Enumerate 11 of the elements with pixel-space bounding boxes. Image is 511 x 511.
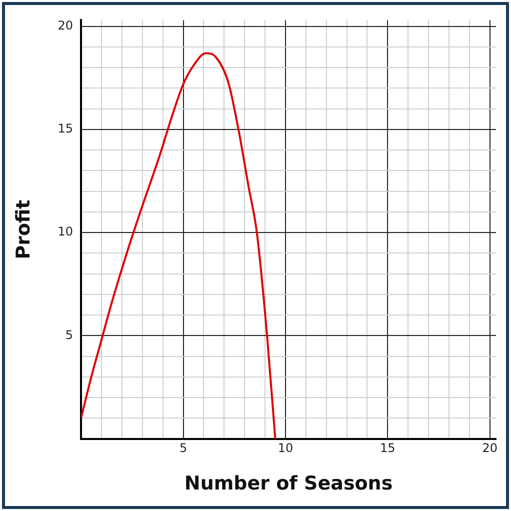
x-tick-label: 20 <box>482 441 498 456</box>
y-axis-title: Profit <box>12 200 34 260</box>
y-tick-label: 15 <box>58 122 74 136</box>
x-tick-label: 5 <box>179 441 188 456</box>
line-series <box>81 52 276 439</box>
x-axis-title: Number of Seasons <box>184 472 393 495</box>
x-tick-label: 15 <box>380 441 396 456</box>
y-tick-label: 20 <box>58 18 74 33</box>
x-tick-label: 10 <box>278 441 294 456</box>
y-tick-label: 5 <box>65 328 74 342</box>
y-tick-label: 10 <box>58 224 74 239</box>
